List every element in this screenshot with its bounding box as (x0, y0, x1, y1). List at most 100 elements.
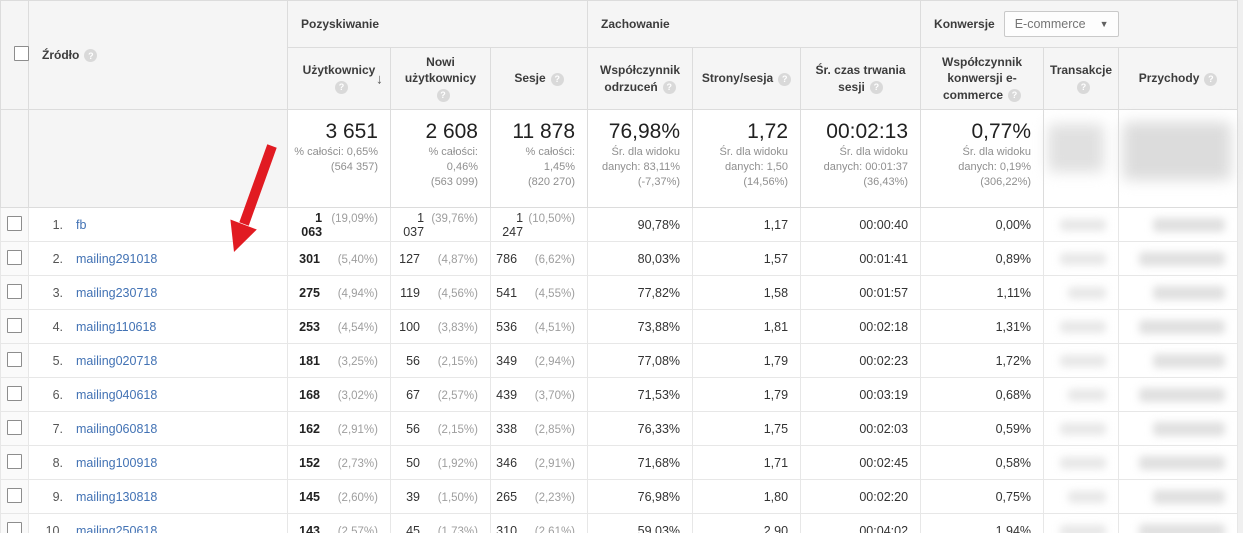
avg-duration-cell: 00:01:41 (800, 241, 922, 276)
redacted-value (1123, 122, 1232, 180)
users-cell: 301 (5,40%) (287, 241, 391, 276)
totals-row: 3 651 % całości: 0,65% (564 357) 2 608 %… (0, 109, 1239, 208)
new-users-cell: 50 (1,92%) (390, 445, 491, 480)
redacted-value (1060, 218, 1107, 231)
redacted-value (1139, 251, 1226, 266)
redacted-value (1153, 421, 1226, 436)
avg-duration-cell: 00:02:20 (800, 479, 922, 514)
row-rank: 3. (52, 285, 63, 300)
users-cell: 145 (2,60%) (287, 479, 391, 514)
bounce-rate-cell: 73,88% (587, 309, 694, 344)
col-header-sessions[interactable]: Sesje? (489, 47, 589, 110)
row-checkbox[interactable] (7, 487, 22, 503)
row-checkbox[interactable] (7, 249, 22, 265)
table-row: 3. mailing230718 275 (4,94%) 119 (4,56%) 54… (0, 275, 1239, 310)
redacted-value (1153, 285, 1226, 300)
bounce-rate-cell: 90,78% (587, 207, 694, 242)
users-cell: 275 (4,94%) (287, 275, 391, 310)
revenue-cell-redacted (1118, 309, 1239, 344)
ecom-rate-cell: 1,94% (920, 513, 1045, 533)
revenue-cell-redacted (1118, 343, 1239, 378)
sessions-cell: 439 (3,70%) (489, 377, 589, 412)
source-link[interactable]: mailing020718 (76, 353, 158, 368)
source-link[interactable]: mailing100918 (76, 455, 158, 470)
help-icon[interactable]: ? (662, 80, 676, 94)
users-cell: 162 (2,91%) (287, 411, 391, 446)
redacted-value (1139, 387, 1226, 402)
source-cell: 2. mailing291018 (28, 241, 288, 276)
source-link[interactable]: mailing250618 (76, 523, 158, 533)
bounce-rate-cell: 77,08% (587, 343, 694, 378)
row-checkbox-cell (0, 275, 29, 310)
row-checkbox[interactable] (7, 283, 22, 299)
transactions-cell-redacted (1043, 411, 1120, 446)
source-link[interactable]: mailing130818 (76, 489, 158, 504)
row-checkbox[interactable] (7, 385, 22, 401)
conversion-type-dropdown[interactable]: E-commerce ▼ (1003, 11, 1120, 37)
redacted-value (1048, 124, 1105, 172)
sessions-cell: 265 (2,23%) (489, 479, 589, 514)
avg-duration-cell: 00:00:40 (800, 207, 922, 242)
col-header-ecom-rate[interactable]: Współczynnik konwersji e-commerce? (920, 47, 1045, 110)
sessions-cell: 346 (2,91%) (489, 445, 589, 480)
select-all-checkbox[interactable] (14, 46, 29, 61)
source-link[interactable]: mailing110618 (76, 319, 157, 334)
row-rank: 5. (52, 353, 63, 368)
help-icon[interactable]: ? (1204, 72, 1218, 86)
source-cell: 4. mailing110618 (28, 309, 288, 344)
col-header-source[interactable]: Źródło? (28, 0, 288, 110)
col-header-bounce-rate[interactable]: Współczynnik odrzuceń? (587, 47, 694, 110)
row-checkbox[interactable] (7, 521, 22, 533)
row-checkbox[interactable] (7, 351, 22, 367)
transactions-cell-redacted (1043, 343, 1120, 378)
redacted-value (1060, 320, 1107, 333)
ecom-rate-cell: 1,11% (920, 275, 1045, 310)
help-icon[interactable]: ? (550, 72, 564, 86)
source-link[interactable]: mailing040618 (76, 387, 158, 402)
ecom-rate-cell: 0,75% (920, 479, 1045, 514)
source-cell: 6. mailing040618 (28, 377, 288, 412)
help-icon[interactable]: ? (1077, 80, 1091, 94)
help-icon[interactable]: ? (335, 80, 348, 94)
users-cell: 152 (2,73%) (287, 445, 391, 480)
col-header-pages-session[interactable]: Strony/sesja? (692, 47, 802, 110)
source-link[interactable]: mailing230718 (76, 285, 158, 300)
avg-duration-cell: 00:03:19 (800, 377, 922, 412)
help-icon[interactable]: ? (1008, 88, 1022, 102)
bounce-rate-cell: 59,03% (587, 513, 694, 533)
row-checkbox[interactable] (7, 317, 22, 333)
pages-session-cell: 1,58 (692, 275, 802, 310)
col-header-revenue[interactable]: Przychody? (1118, 47, 1239, 110)
help-icon[interactable]: ? (84, 49, 98, 63)
avg-duration-cell: 00:02:18 (800, 309, 922, 344)
redacted-value (1153, 217, 1226, 232)
conversion-type-value: E-commerce (1014, 17, 1086, 31)
row-checkbox[interactable] (7, 453, 22, 469)
table-row: 1. fb 1 063 (19,09%) 1 037 (39,76%) 1 247 (1… (0, 207, 1239, 242)
totals-source-cell (28, 109, 288, 208)
redacted-value (1153, 489, 1226, 504)
group-header-behavior: Zachowanie (587, 0, 922, 48)
conversions-label: Konwersje (934, 17, 995, 31)
transactions-cell-redacted (1043, 207, 1120, 242)
new-users-cell: 39 (1,50%) (390, 479, 491, 514)
pages-session-cell: 1,79 (692, 377, 802, 412)
help-icon[interactable]: ? (778, 72, 792, 86)
source-link[interactable]: mailing291018 (76, 251, 158, 266)
source-link[interactable]: fb (76, 217, 87, 232)
help-icon[interactable]: ? (436, 88, 450, 102)
col-header-users[interactable]: Użytkownicy? ↓ (287, 47, 391, 110)
ecom-rate-cell: 0,89% (920, 241, 1045, 276)
revenue-cell-redacted (1118, 445, 1239, 480)
col-header-transactions[interactable]: Transakcje? (1043, 47, 1120, 110)
col-header-avg-duration[interactable]: Śr. czas trwania sesji? (800, 47, 922, 110)
help-icon[interactable]: ? (869, 80, 883, 94)
sessions-cell: 786 (6,62%) (489, 241, 589, 276)
row-checkbox[interactable] (7, 419, 22, 435)
new-users-cell: 1 037 (39,76%) (390, 207, 491, 242)
source-link[interactable]: mailing060818 (76, 421, 158, 436)
col-header-new-users[interactable]: Nowi użytkownicy? (390, 47, 491, 110)
group-header-conversions: Konwersje E-commerce ▼ (920, 0, 1239, 48)
row-checkbox[interactable] (7, 215, 22, 231)
